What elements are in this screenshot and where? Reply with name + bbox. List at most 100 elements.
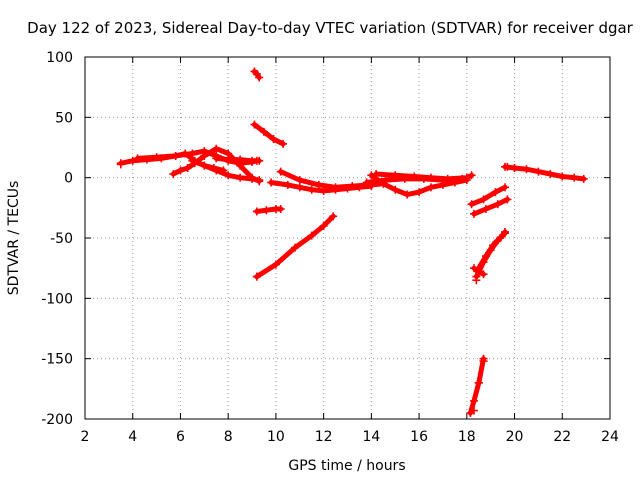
x-tick-label: 22 (553, 429, 571, 445)
data-point (307, 185, 316, 194)
data-point (116, 160, 125, 169)
data-point (152, 153, 161, 162)
data-point (250, 120, 259, 129)
data-point (295, 183, 304, 192)
data-point (403, 190, 412, 199)
x-tick-label: 20 (506, 429, 524, 445)
data-point (391, 185, 400, 194)
data-point (276, 205, 285, 214)
series-track-arc-20 (467, 356, 486, 416)
data-point (224, 155, 233, 164)
data-point (501, 183, 509, 192)
data-point (579, 174, 588, 183)
data-point (438, 176, 447, 185)
data-point (276, 167, 285, 176)
data-point (224, 171, 233, 180)
data-point (481, 252, 490, 261)
data-point (283, 180, 292, 189)
x-tick-label: 10 (267, 429, 285, 445)
data-point (415, 188, 424, 197)
data-point (255, 156, 264, 165)
data-point (248, 156, 257, 165)
y-tick-label: -150 (41, 352, 73, 368)
series-track-arc-9 (254, 213, 336, 280)
y-tick-label: 0 (64, 171, 73, 187)
data-point (255, 73, 264, 82)
data-point (558, 172, 567, 181)
data-point (489, 241, 498, 250)
data-point (469, 396, 478, 405)
data-point (269, 135, 278, 144)
data-point (329, 212, 338, 221)
data-point (128, 156, 137, 165)
data-point (267, 178, 276, 187)
data-point (200, 151, 209, 160)
data-point (419, 174, 428, 183)
axis-ticks (84, 56, 611, 420)
data-point (372, 170, 381, 179)
y-tick-labels: 100 50 0 -50 -100 -150 -200 (41, 50, 73, 428)
grid-lines (85, 57, 610, 419)
data-point (171, 151, 180, 160)
data-point (510, 164, 519, 173)
data-point (479, 270, 488, 279)
data-point (467, 171, 476, 180)
data-point (319, 186, 328, 195)
series-track-arc-15 (469, 184, 508, 207)
data-point (331, 183, 340, 192)
data-point (503, 195, 512, 204)
x-tick-label: 4 (128, 429, 137, 445)
data-point (212, 166, 221, 175)
x-tick-label: 6 (176, 429, 185, 445)
series-track-arc-16 (471, 196, 510, 217)
data-point (362, 178, 371, 187)
data-point (469, 406, 478, 415)
x-tick-label: 16 (410, 429, 428, 445)
data-point (491, 188, 500, 197)
chart-title: Day 122 of 2023, Sidereal Day-to-day VTE… (27, 19, 634, 37)
x-axis-label: GPS time / hours (288, 458, 405, 474)
data-point (279, 139, 288, 148)
data-point (307, 231, 316, 240)
data-point (467, 200, 476, 209)
data-point (248, 174, 257, 183)
data-point (427, 183, 436, 192)
x-tick-label: 2 (81, 429, 90, 445)
data-point (493, 200, 502, 209)
data-point (295, 176, 304, 185)
data-point (188, 156, 197, 165)
data-point (252, 207, 261, 216)
data-point (212, 154, 221, 163)
data-point (169, 170, 178, 179)
data-point (183, 164, 192, 173)
data-point (570, 173, 579, 182)
y-tick-label: -100 (41, 291, 73, 307)
data-point (271, 260, 280, 269)
data-point (458, 174, 467, 183)
data-point (381, 176, 390, 185)
data-point (400, 174, 409, 183)
data-point (469, 209, 478, 218)
data-point (474, 378, 483, 387)
plot-frame (84, 56, 611, 420)
data-point (481, 205, 490, 214)
data-point (479, 195, 488, 204)
data-point (314, 180, 323, 189)
y-tick-label: -200 (41, 412, 73, 428)
data-point (522, 165, 531, 174)
series-track-arc-7 (251, 122, 286, 147)
data-point (291, 243, 299, 252)
data-point (501, 227, 509, 236)
x-tick-label: 12 (315, 429, 333, 445)
series-track-arc-14 (364, 176, 465, 185)
data-point (188, 149, 197, 158)
data-point (503, 162, 512, 171)
data-point (479, 357, 488, 366)
x-tick-label: 24 (601, 429, 619, 445)
data-point (133, 154, 142, 163)
data-point (255, 176, 264, 185)
series-track-arc-3 (170, 146, 262, 184)
data-point (212, 144, 221, 153)
data-point (259, 127, 268, 136)
